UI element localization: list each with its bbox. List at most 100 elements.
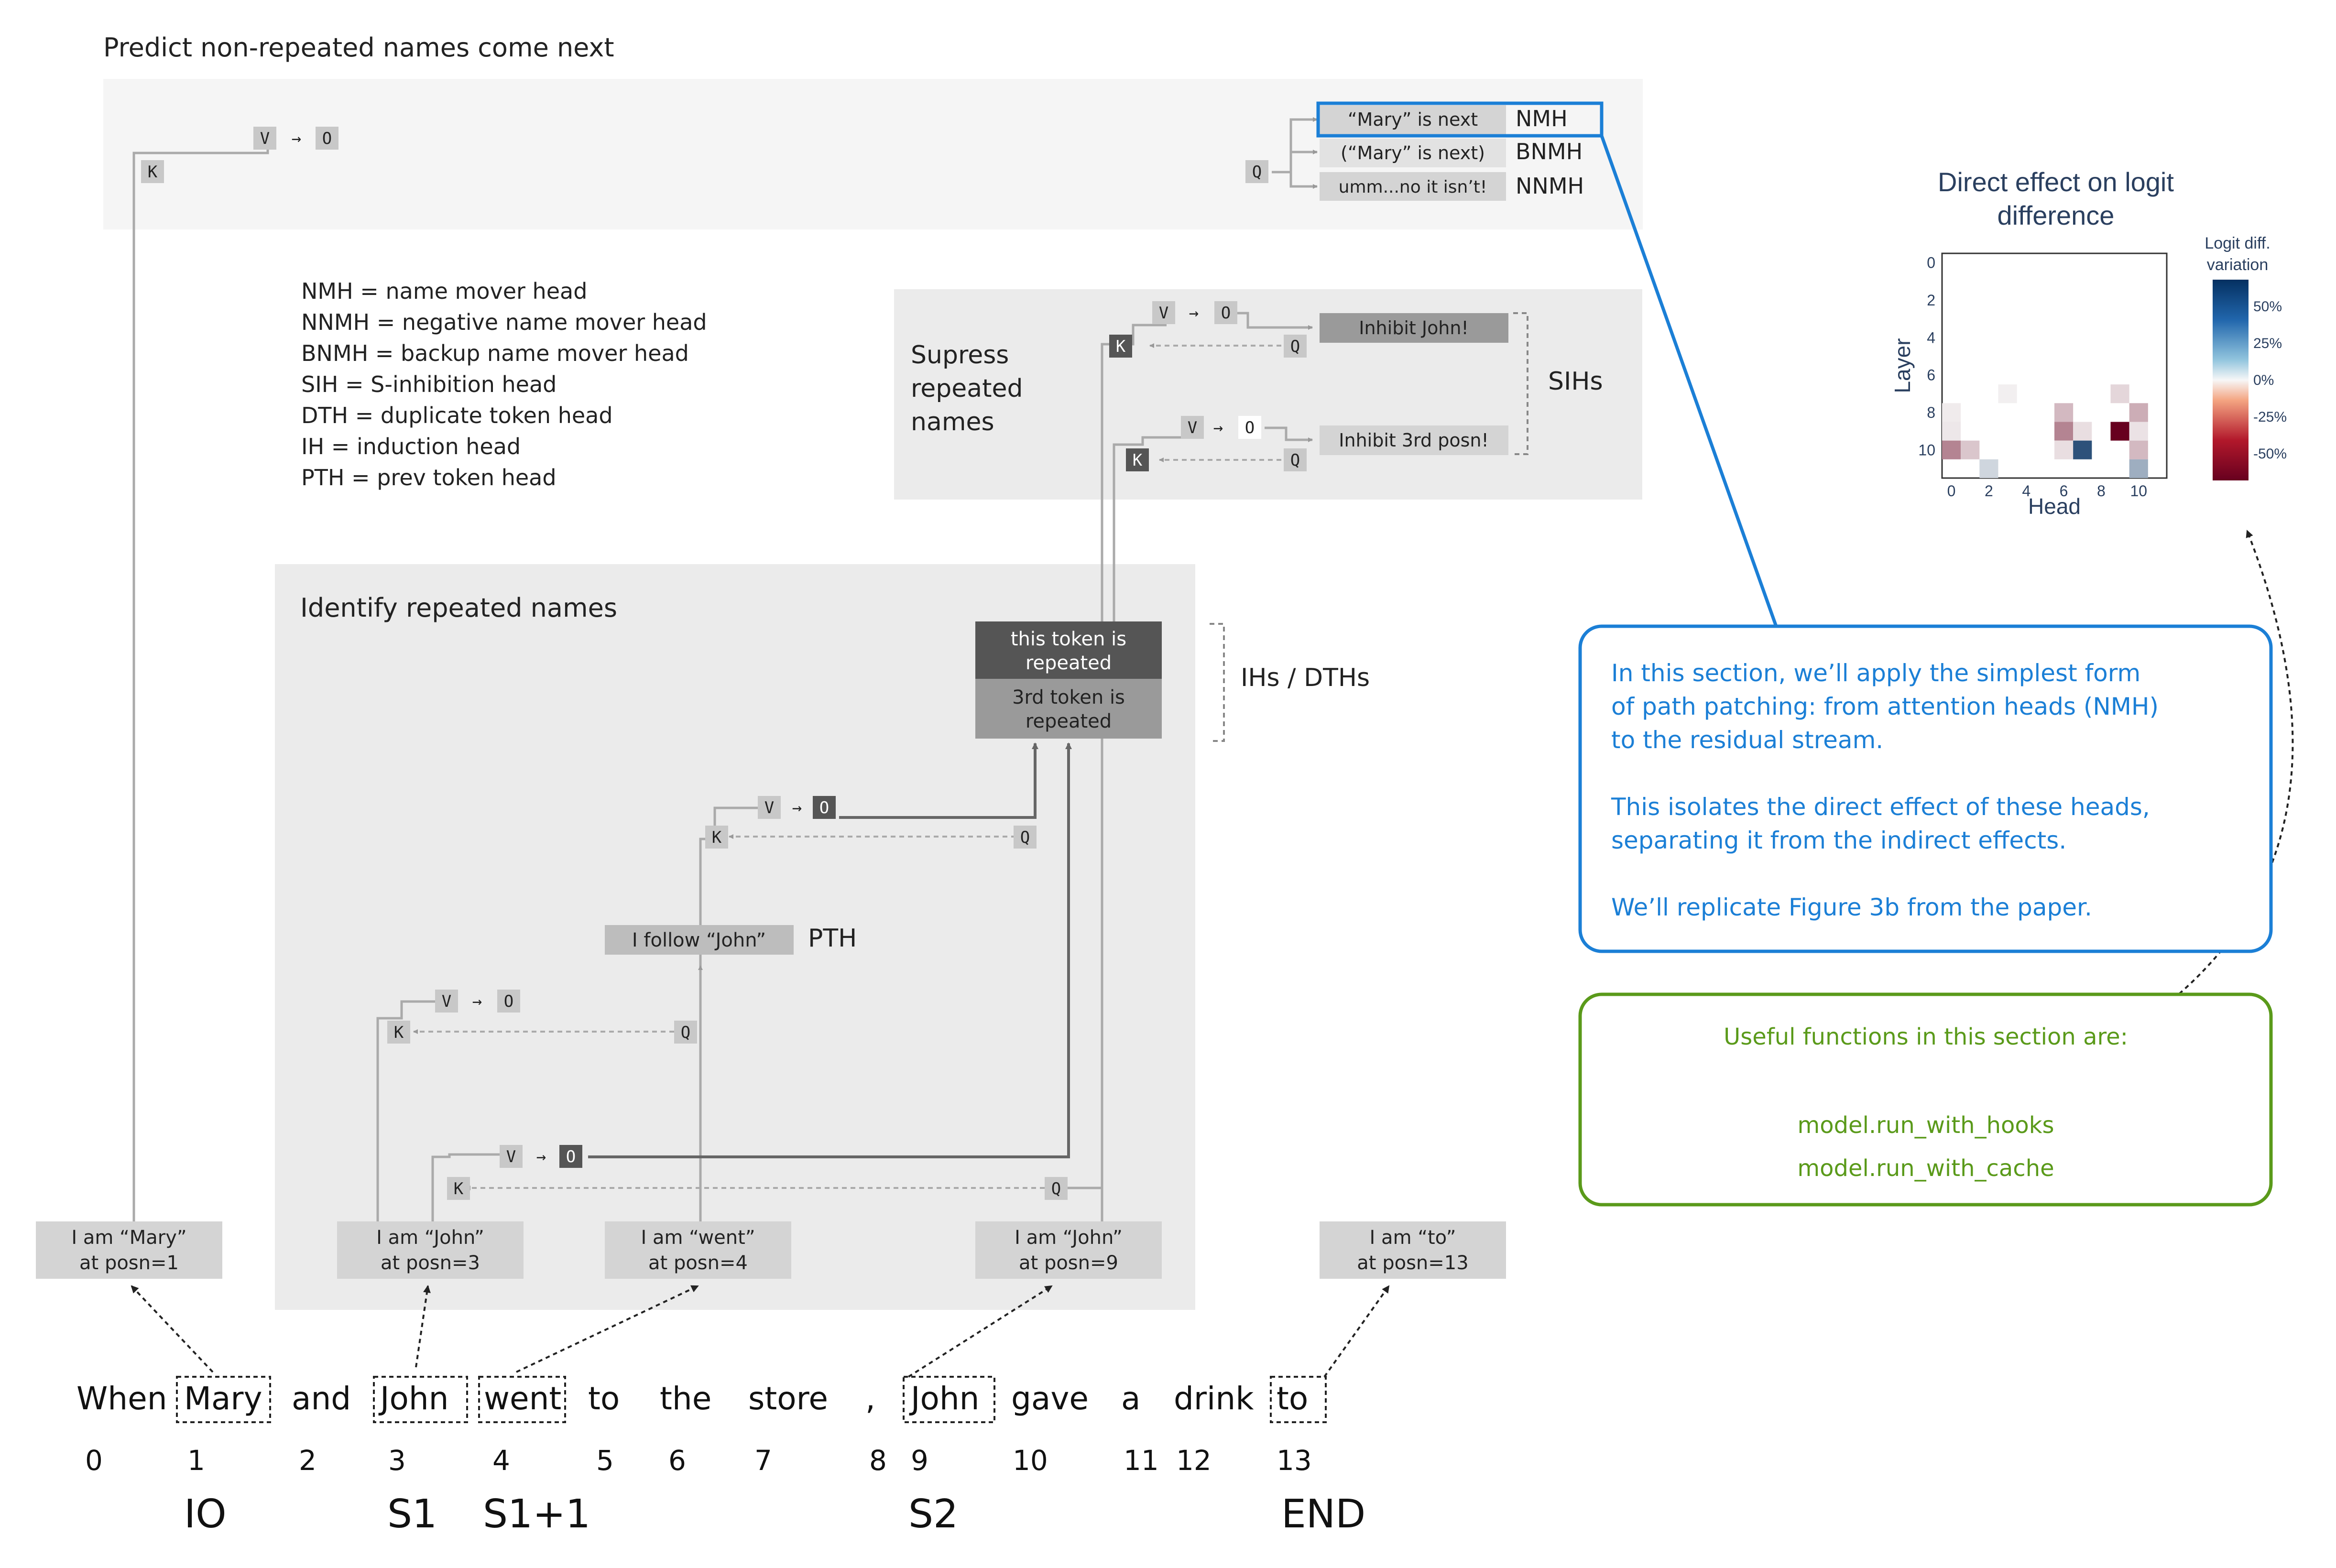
v-o-arrow: → xyxy=(792,798,802,817)
nmh-outputs: “Mary” is next NMH (“Mary” is next) BNMH… xyxy=(1316,101,1604,201)
nnmh-role: NNMH xyxy=(1516,173,1584,199)
info-line: In this section, we’ll apply the simples… xyxy=(1611,659,2140,687)
pos: 0 xyxy=(85,1444,103,1477)
word-arrow xyxy=(516,1285,699,1373)
kqvo-boxes: K Q V O → V O → K Q V O → K Q V O → K Q … xyxy=(141,127,1307,1200)
colorbar-tick: 0% xyxy=(2253,372,2274,388)
heatmap-chart: Direct effect on logit difference 0 2 4 6 8 1… xyxy=(1890,167,2287,519)
token-repeated-line2: repeated xyxy=(1026,652,1112,674)
abbreviation-legend: NMH = name mover head NNMH = negative na… xyxy=(301,278,707,490)
q-label: Q xyxy=(1051,1179,1061,1198)
sih2-line xyxy=(1113,436,1181,626)
nmh-to-info-line xyxy=(1600,135,1778,627)
suppress-panel xyxy=(894,289,1642,500)
word-arrow xyxy=(1323,1285,1390,1378)
functions-title: Useful functions in this section are: xyxy=(1724,1024,2128,1050)
pos: 9 xyxy=(911,1444,928,1477)
o-label: O xyxy=(1221,304,1231,323)
nmh-output-box xyxy=(1320,105,1506,135)
heatmap-cell xyxy=(2054,440,2074,459)
chart-title-line2: difference xyxy=(1998,200,2115,230)
q-label: Q xyxy=(1252,163,1262,182)
word: gave xyxy=(1011,1380,1089,1417)
pos: 2 xyxy=(299,1444,317,1477)
function-item: model.run_with_cache xyxy=(1797,1155,2054,1182)
colorbar-ticks: 50% 25% 0% -25% -50% xyxy=(2253,299,2287,462)
ih-dth-label: IHs / DTHs xyxy=(1241,664,1370,692)
colorbar xyxy=(2213,280,2249,480)
suppress-title-line1: Supress xyxy=(911,341,1009,370)
heatmap-cell xyxy=(2129,422,2148,441)
token-box-line2: at posn=9 xyxy=(1019,1252,1118,1274)
word-arrow xyxy=(415,1285,431,1368)
k-label: K xyxy=(454,1179,464,1198)
nmh-role: NMH xyxy=(1516,106,1568,131)
k-label: K xyxy=(712,828,722,847)
legend-line: NNMH = negative name mover head xyxy=(301,309,707,335)
heatmap-cell xyxy=(2129,403,2148,422)
y-tick-label: 8 xyxy=(1927,404,1935,421)
sihs-label: SIHs xyxy=(1548,367,1603,396)
token-box-mary xyxy=(36,1221,222,1279)
y-ticks: 0 2 4 6 8 10 xyxy=(1918,254,1935,459)
token-repeated-box xyxy=(975,621,1162,679)
ih-to-rep-arrow xyxy=(839,742,1038,819)
token-box-line2: at posn=4 xyxy=(648,1252,748,1274)
role: S1+1 xyxy=(483,1492,590,1537)
heatmap-cell xyxy=(2054,422,2074,441)
colorbar-title-line2: variation xyxy=(2207,256,2269,274)
legend-line: PTH = prev token head xyxy=(301,465,557,490)
predict-title: Predict non-repeated names come next xyxy=(103,33,614,63)
q-label: Q xyxy=(1020,828,1030,847)
pos: 4 xyxy=(492,1444,510,1477)
v-label: V xyxy=(1159,304,1168,323)
role: END xyxy=(1281,1492,1365,1537)
q-label: Q xyxy=(1290,451,1300,470)
pth-label: PTH xyxy=(808,924,857,953)
legend-line: NMH = name mover head xyxy=(301,278,587,304)
o-label: O xyxy=(504,992,513,1011)
k-label: K xyxy=(148,163,158,182)
y-tick-label: 6 xyxy=(1927,367,1935,384)
info-box xyxy=(1578,624,2273,953)
inhibit-posn-text: Inhibit 3rd posn! xyxy=(1339,430,1488,451)
john3-to-pth-line xyxy=(376,1000,445,1221)
positions: 0 1 2 3 4 5 6 7 8 9 10 11 12 13 xyxy=(85,1444,1312,1477)
word: John xyxy=(909,1380,980,1417)
v-label: V xyxy=(764,798,774,817)
word: to xyxy=(1277,1380,1308,1417)
colorbar-tick: -50% xyxy=(2253,446,2287,462)
token-box-line1: I am “went” xyxy=(641,1227,755,1249)
heatmap-cell xyxy=(1961,440,1980,459)
heatmap-cell xyxy=(1942,422,1961,441)
v-label: V xyxy=(1188,418,1197,437)
word: a xyxy=(1121,1380,1140,1417)
token-box-line1: I am “John” xyxy=(376,1227,484,1249)
info-line: to the residual stream. xyxy=(1611,726,1883,754)
token-box-line1: I am “Mary” xyxy=(71,1227,186,1249)
ih-dth-bracket xyxy=(1210,623,1225,742)
x-tick-label: 10 xyxy=(2130,482,2147,500)
o-label: O xyxy=(819,798,829,817)
word: , xyxy=(865,1380,875,1417)
x-tick-label: 6 xyxy=(2060,482,2068,500)
nmh-output-text: “Mary” is next xyxy=(1348,109,1478,130)
bnmh-output-box xyxy=(1320,139,1506,167)
token-box-john3 xyxy=(337,1221,524,1279)
pth-box xyxy=(605,925,794,955)
info-line: This isolates the direct effect of these… xyxy=(1611,793,2150,821)
word: drink xyxy=(1174,1380,1254,1417)
word: to xyxy=(588,1380,620,1417)
v-label: V xyxy=(506,1147,516,1166)
token-box-line2: at posn=3 xyxy=(381,1252,480,1274)
colorbar-title-line1: Logit diff. xyxy=(2205,234,2270,252)
pos: 12 xyxy=(1176,1444,1212,1477)
sih2-out-line xyxy=(1265,426,1313,442)
q-label: Q xyxy=(1290,337,1300,356)
word-highlight-box xyxy=(176,1376,271,1423)
x-ticks: 0 2 4 6 8 10 xyxy=(1947,482,2147,500)
token-repeated-line1: this token is xyxy=(1011,628,1126,650)
heatmap-cell xyxy=(2054,403,2074,422)
pos: 6 xyxy=(668,1444,686,1477)
info-line: separating it from the indirect effects. xyxy=(1611,827,2066,854)
